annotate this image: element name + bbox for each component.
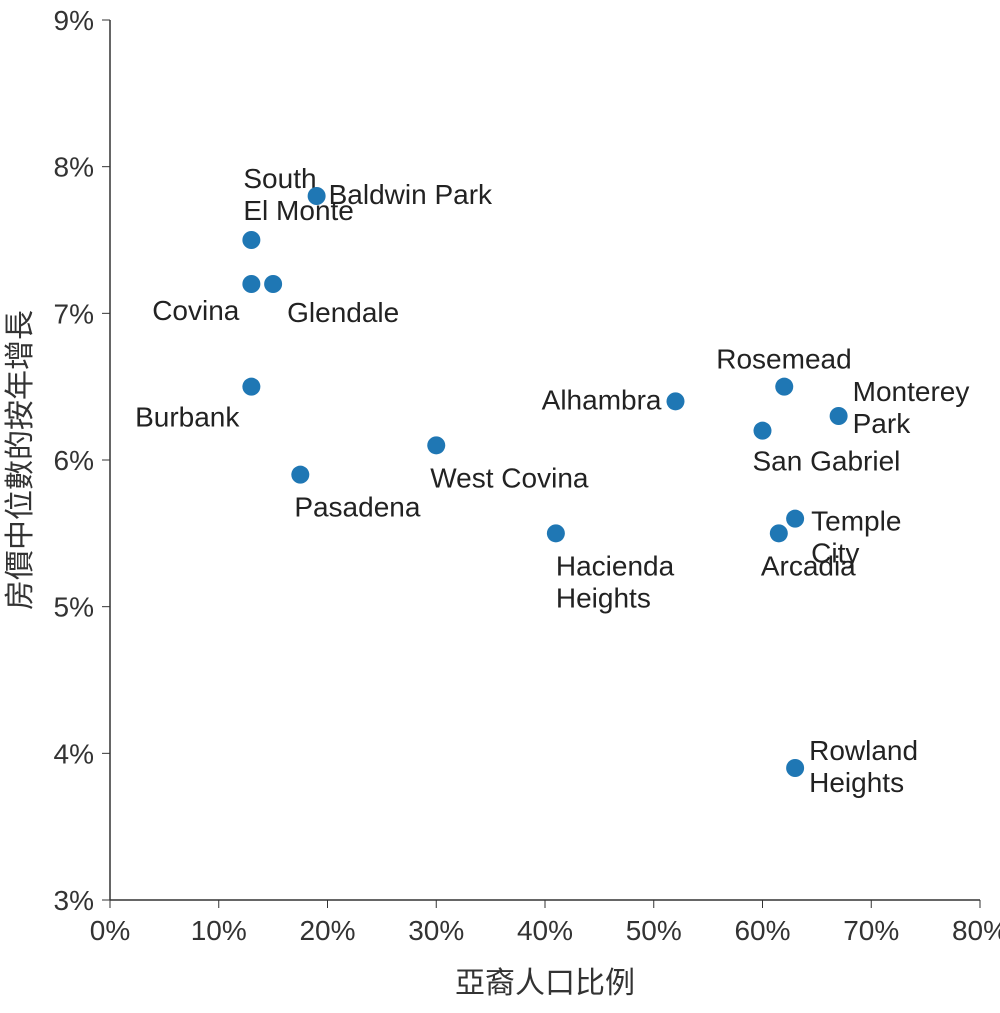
point-label: Burbank	[135, 402, 240, 433]
x-tick-label: 80%	[952, 915, 1000, 946]
data-point	[308, 187, 326, 205]
point-label: Rosemead	[716, 344, 851, 375]
point-label: Glendale	[287, 297, 399, 328]
x-tick-label: 20%	[299, 915, 355, 946]
y-tick-label: 6%	[54, 445, 94, 476]
x-tick-label: 60%	[734, 915, 790, 946]
data-point	[830, 407, 848, 425]
data-point	[547, 524, 565, 542]
x-tick-label: 70%	[843, 915, 899, 946]
x-tick-label: 40%	[517, 915, 573, 946]
data-point	[242, 231, 260, 249]
point-label: Baldwin Park	[329, 179, 493, 210]
point-label: San Gabriel	[753, 446, 901, 477]
data-point	[770, 524, 788, 542]
y-axis-title: 房價中位數的按年增長	[4, 310, 37, 610]
x-axis-title: 亞裔人口比例	[455, 967, 635, 1000]
y-tick-label: 7%	[54, 298, 94, 329]
data-point	[242, 275, 260, 293]
data-point	[754, 422, 772, 440]
x-tick-label: 30%	[408, 915, 464, 946]
y-tick-label: 8%	[54, 152, 94, 183]
x-tick-label: 10%	[191, 915, 247, 946]
data-point	[786, 759, 804, 777]
x-tick-label: 50%	[626, 915, 682, 946]
x-tick-label: 0%	[90, 915, 130, 946]
data-point	[775, 378, 793, 396]
scatter-chart: 0% 10% 20% 30% 40% 50% 60% 70% 80% 3% 4% 5% 6% 7% 8% 9%…	[0, 0, 1000, 1013]
point-label: Alhambra	[542, 384, 662, 415]
y-tick-label: 9%	[54, 5, 94, 36]
data-point	[427, 436, 445, 454]
data-point	[291, 466, 309, 484]
point-label: West Covina	[430, 462, 589, 493]
y-tick-label: 5%	[54, 592, 94, 623]
y-tick-label: 4%	[54, 738, 94, 769]
point-label: RowlandHeights	[809, 735, 918, 798]
data-point	[667, 392, 685, 410]
data-point	[242, 378, 260, 396]
point-label: Pasadena	[294, 492, 421, 523]
y-tick-label: 3%	[54, 885, 94, 916]
point-label: Covina	[152, 295, 240, 326]
data-point	[264, 275, 282, 293]
data-point	[786, 510, 804, 528]
